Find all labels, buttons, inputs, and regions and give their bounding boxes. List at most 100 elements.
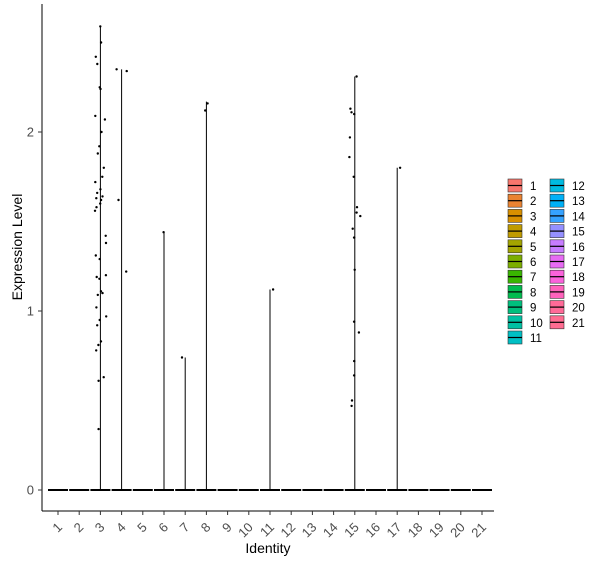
data-point-15 <box>357 331 361 334</box>
data-point-3 <box>96 293 100 297</box>
data-point-3 <box>101 291 104 295</box>
data-point-15 <box>349 107 352 110</box>
data-point-3 <box>94 55 98 58</box>
data-point-3 <box>99 340 103 343</box>
data-point-3 <box>99 41 103 44</box>
data-point-15 <box>352 320 356 323</box>
data-point-3 <box>94 254 98 257</box>
data-point-3 <box>99 198 103 202</box>
y-tick-label: 0 <box>27 483 34 498</box>
legend-label-19: 19 <box>572 287 585 299</box>
data-point-3 <box>102 166 106 169</box>
jitter-points-layer <box>93 25 402 431</box>
data-point-3 <box>101 195 104 198</box>
data-point-4 <box>125 69 128 73</box>
data-point-3 <box>98 257 101 261</box>
legend-label-2: 2 <box>530 196 536 208</box>
data-point-15 <box>353 268 356 271</box>
data-point-15 <box>355 75 358 78</box>
data-point-4 <box>115 68 118 71</box>
legend-label-13: 13 <box>572 196 585 208</box>
data-point-3 <box>101 175 104 178</box>
data-point-15 <box>348 136 352 139</box>
data-point-3 <box>98 318 101 322</box>
data-point-3 <box>98 145 101 148</box>
data-point-15 <box>353 112 356 116</box>
legend-label-8: 8 <box>530 287 536 299</box>
data-point-3 <box>97 343 100 347</box>
data-point-3 <box>104 241 108 245</box>
data-point-3 <box>96 62 99 66</box>
legend-label-5: 5 <box>530 242 536 254</box>
x-axis-title: Identity <box>245 540 290 556</box>
legend-label-12: 12 <box>572 181 585 193</box>
data-point-4 <box>117 198 120 202</box>
data-point-3 <box>100 130 103 134</box>
data-point-11 <box>271 288 275 291</box>
legend-label-3: 3 <box>530 211 536 223</box>
data-point-3 <box>99 87 102 91</box>
data-point-3 <box>95 349 98 352</box>
data-point-3 <box>99 202 102 205</box>
data-point-3 <box>94 180 97 184</box>
data-point-3 <box>95 206 98 209</box>
legend-label-7: 7 <box>530 272 536 284</box>
data-point-3 <box>95 306 98 309</box>
data-point-3 <box>96 191 99 195</box>
data-point-15 <box>352 374 356 377</box>
data-point-3 <box>94 114 97 118</box>
legend-label-9: 9 <box>530 303 536 315</box>
data-point-15 <box>350 404 353 408</box>
y-tick-label: 1 <box>27 304 34 319</box>
data-point-3 <box>105 315 108 318</box>
violins-layer <box>48 26 492 491</box>
data-point-3 <box>99 188 102 191</box>
data-point-3 <box>99 25 102 28</box>
legend-label-21: 21 <box>572 318 585 330</box>
y-axis-title: Expression Level <box>9 194 25 301</box>
data-point-6 <box>162 231 165 234</box>
data-point-15 <box>355 206 359 209</box>
legend-label-4: 4 <box>530 227 537 239</box>
data-point-3 <box>95 275 98 279</box>
data-point-3 <box>102 376 105 379</box>
data-point-7 <box>180 356 184 359</box>
data-point-8 <box>204 109 207 112</box>
data-point-3 <box>103 118 107 121</box>
data-point-8 <box>206 102 209 105</box>
data-point-3 <box>96 152 100 155</box>
data-point-17 <box>398 166 402 169</box>
legend-label-11: 11 <box>530 333 542 345</box>
data-point-3 <box>104 274 108 277</box>
legend-label-16: 16 <box>572 242 585 254</box>
legend-label-17: 17 <box>572 257 585 269</box>
legend-label-18: 18 <box>572 272 585 284</box>
data-point-15 <box>353 359 356 363</box>
data-point-3 <box>95 197 98 200</box>
data-point-15 <box>355 211 358 214</box>
legend-label-6: 6 <box>530 257 536 269</box>
legend-label-10: 10 <box>530 318 543 330</box>
data-point-3 <box>96 324 99 327</box>
legend-label-15: 15 <box>572 227 585 239</box>
data-point-15 <box>352 175 355 178</box>
data-point-15 <box>351 227 354 230</box>
data-point-3 <box>93 209 97 212</box>
data-point-15 <box>348 155 351 159</box>
data-point-3 <box>97 379 100 382</box>
data-point-3 <box>97 427 100 431</box>
data-point-15 <box>350 399 354 402</box>
data-point-3 <box>98 277 101 280</box>
legend-label-14: 14 <box>572 211 585 223</box>
data-point-4 <box>125 270 128 273</box>
data-point-15 <box>359 214 362 218</box>
y-tick-label: 2 <box>27 125 34 140</box>
legend-label-1: 1 <box>530 181 536 193</box>
y-ticks: 0 1 2 <box>27 125 42 498</box>
data-point-15 <box>350 111 353 114</box>
data-point-3 <box>104 234 107 237</box>
legend-label-20: 20 <box>572 303 585 315</box>
data-point-15 <box>352 236 356 239</box>
